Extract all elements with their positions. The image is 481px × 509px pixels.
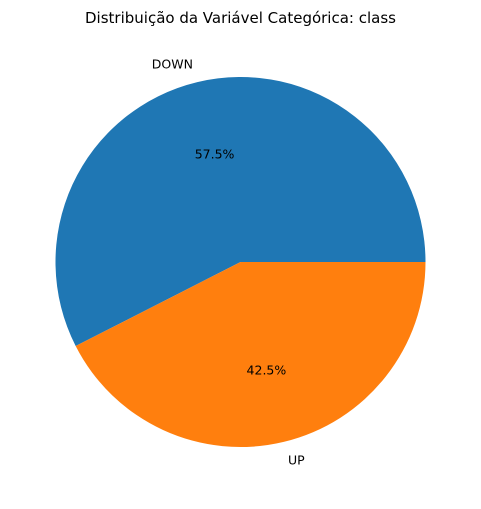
pie-slice-up (75, 262, 426, 448)
pie-slice-down (55, 77, 426, 346)
chart-title: Distribuição da Variável Categórica: cla… (85, 9, 396, 27)
percent-label-up: 42.5% (247, 362, 287, 377)
percent-label-down: 57.5% (195, 147, 235, 162)
slice-label-up: UP (288, 452, 305, 467)
pie-labels: DOWN 57.5% UP 42.5% (152, 57, 305, 468)
slice-label-down: DOWN (152, 57, 193, 72)
pie-slices (55, 77, 426, 448)
